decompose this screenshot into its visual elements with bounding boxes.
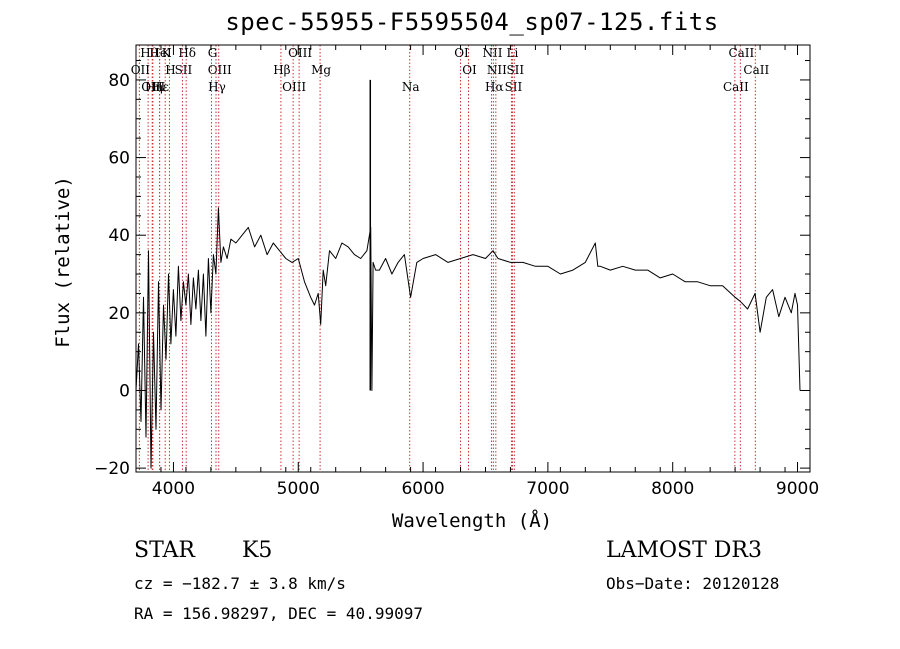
y-tick-label: 60 xyxy=(108,149,130,169)
annotation-label: Mg xyxy=(311,63,331,77)
annotation-label: OIII xyxy=(282,80,306,94)
y-tick-label: −20 xyxy=(94,459,130,479)
survey-name: LAMOST DR3 xyxy=(606,538,762,563)
annotation-label: NII xyxy=(482,46,502,60)
plot-frame xyxy=(135,44,811,473)
annotation-label: Hη xyxy=(145,80,163,94)
annotation-label: OIII xyxy=(288,46,312,60)
annotation-label: Li xyxy=(507,46,519,60)
annotation-label: Hγ xyxy=(208,80,226,94)
object-subclass: K5 xyxy=(242,538,273,563)
annotation-label: Hα xyxy=(485,80,504,94)
y-tick-label: 20 xyxy=(108,304,130,324)
x-tick-label: 9000 xyxy=(776,479,819,499)
annotation-label: HeI xyxy=(149,46,172,60)
annotation-label: CaII xyxy=(723,80,749,94)
x-tick-label: 8000 xyxy=(651,479,694,499)
observation-date: Obs−Date: 20120128 xyxy=(606,574,780,593)
object-class: STAR xyxy=(134,538,195,563)
x-axis-label: Wavelength (Å) xyxy=(391,510,553,532)
annotation-label: OII xyxy=(131,63,151,77)
annotation-label: OI xyxy=(454,46,469,60)
annotation-label: OIII xyxy=(208,63,232,77)
y-tick-label: 40 xyxy=(108,226,130,246)
annotation-label: OI xyxy=(462,63,477,77)
coordinates-readout: RA = 156.98297, DEC = 40.99097 xyxy=(134,604,423,623)
y-tick-label: 80 xyxy=(108,71,130,91)
annotation-label: Hε xyxy=(152,80,169,94)
annotation-label: CaII xyxy=(728,46,754,60)
annotation-label: SII xyxy=(505,80,523,94)
annotation-label: H xyxy=(165,63,175,77)
x-tick-label: 5000 xyxy=(277,479,320,499)
annotation-label: Hβ xyxy=(273,63,290,77)
annotation-label: NII xyxy=(487,63,507,77)
annotation-label: Hδ xyxy=(178,46,196,60)
spectrum-line xyxy=(135,207,801,469)
x-tick-label: 6000 xyxy=(401,479,444,499)
x-tick-label: 4000 xyxy=(152,479,195,499)
x-tick-label: 7000 xyxy=(526,479,569,499)
annotation-label: SII xyxy=(175,63,193,77)
annotation-label: SII xyxy=(506,63,524,77)
annotation-label: G xyxy=(208,46,218,60)
annotation-label: Na xyxy=(402,80,420,94)
chart-title: spec-55955-F5595504_sp07-125.fits xyxy=(225,8,719,36)
y-tick-label: 0 xyxy=(119,381,130,401)
annotation-label: CaII xyxy=(743,63,769,77)
annotation-label: K xyxy=(162,46,172,60)
redshift-readout: cz = −182.7 ± 3.8 km/s xyxy=(134,574,346,593)
annotation-label: Hθ xyxy=(140,46,158,60)
